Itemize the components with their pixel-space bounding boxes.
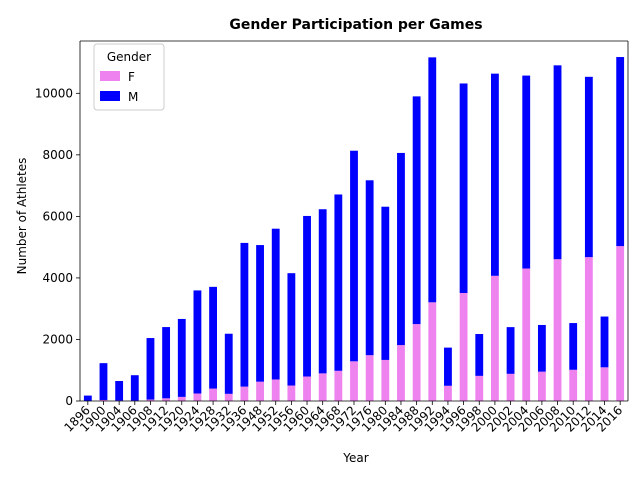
legend-label-m: M: [128, 90, 138, 104]
legend-label-f: F: [128, 70, 135, 84]
bar-m-1992: [428, 57, 437, 303]
bar-m-1904: [115, 381, 124, 401]
bar-m-1908: [146, 338, 155, 400]
bar-m-2014: [600, 316, 609, 368]
bar-m-1984: [397, 152, 405, 346]
bar-f-1992: [428, 302, 437, 401]
bar-f-2014: [600, 367, 609, 401]
bar-m-1936: [240, 242, 249, 387]
bar-f-1988: [412, 324, 421, 401]
bar-m-1912: [162, 327, 171, 399]
bar-m-2000: [491, 73, 499, 276]
y-tick-label-4000: 4000: [42, 271, 73, 285]
bar-m-1988: [412, 96, 421, 325]
bar-m-1932: [224, 333, 233, 394]
y-tick-label-10000: 10000: [35, 86, 73, 100]
y-tick-label-8000: 8000: [42, 148, 73, 162]
bars-layer: [83, 57, 625, 401]
bar-m-2016: [616, 57, 625, 247]
bar-f-1964: [318, 373, 327, 401]
bar-f-2004: [522, 268, 531, 401]
legend-swatch-m: [100, 91, 120, 101]
bar-m-1920: [177, 318, 186, 397]
bar-f-1900: [99, 399, 108, 401]
bar-f-1984: [397, 345, 405, 401]
bar-m-1996: [459, 83, 468, 293]
bar-f-2000: [491, 275, 499, 401]
y-tick-label-2000: 2000: [42, 332, 73, 346]
bar-f-1952: [271, 379, 280, 401]
bar-f-2010: [569, 369, 578, 401]
y-tick-label-6000: 6000: [42, 209, 73, 223]
axes-layer: [79, 40, 629, 402]
legend-title: Gender: [107, 50, 151, 64]
bar-f-2012: [584, 257, 593, 401]
bar-m-1906: [130, 375, 139, 401]
bar-f-1936: [240, 386, 249, 401]
bar-m-2004: [522, 75, 531, 269]
x-ticks: 1896190019041906190819121920192419281932…: [61, 401, 625, 435]
bar-f-1928: [209, 388, 217, 401]
bar-m-1928: [209, 286, 217, 389]
bar-f-1980: [381, 359, 390, 401]
bar-m-2010: [569, 323, 578, 370]
bar-f-1968: [334, 370, 343, 401]
bar-f-2008: [553, 259, 562, 401]
bar-f-1920: [177, 396, 186, 401]
bar-m-1964: [318, 209, 327, 374]
x-axis-title: Year: [342, 451, 368, 465]
bar-m-2008: [553, 65, 562, 260]
bar-m-1960: [303, 215, 311, 377]
bar-m-1896: [83, 395, 92, 401]
bar-m-1976: [365, 180, 374, 356]
bar-f-1956: [287, 385, 296, 401]
bar-m-1952: [271, 228, 280, 380]
bar-f-1996: [459, 293, 468, 401]
bar-f-1908: [146, 399, 155, 401]
bar-m-1998: [475, 334, 484, 376]
y-axis-title: Number of Athletes: [15, 158, 29, 275]
legend-swatch-f: [100, 71, 120, 81]
bar-f-1994: [444, 385, 452, 401]
legend: Gender FM: [93, 43, 165, 111]
bar-m-1968: [334, 194, 343, 371]
bar-f-1932: [224, 393, 233, 401]
bar-m-1924: [193, 290, 202, 394]
y-tick-label-0: 0: [65, 394, 73, 408]
bar-f-2016: [616, 246, 625, 401]
bar-m-1948: [256, 245, 264, 382]
bar-f-1912: [162, 398, 171, 401]
bar-m-1994: [444, 347, 452, 386]
bar-m-2006: [537, 324, 546, 372]
bar-f-1960: [303, 376, 311, 401]
bar-f-1998: [475, 375, 484, 401]
bar-f-2002: [506, 373, 515, 401]
bar-m-1972: [350, 150, 358, 362]
bar-f-1924: [193, 393, 202, 401]
bar-m-1980: [381, 206, 390, 360]
bar-m-1900: [99, 363, 108, 400]
y-ticks: 0 2000 4000 6000 8000 10000: [35, 86, 80, 408]
bar-f-1948: [256, 381, 264, 401]
bar-m-2012: [584, 76, 593, 258]
bar-m-1956: [287, 273, 296, 386]
bar-f-2006: [537, 371, 546, 401]
chart-title: Gender Participation per Games: [229, 17, 482, 33]
bar-f-1972: [350, 361, 358, 401]
bar-f-1976: [365, 355, 374, 401]
bar-m-2002: [506, 327, 515, 374]
